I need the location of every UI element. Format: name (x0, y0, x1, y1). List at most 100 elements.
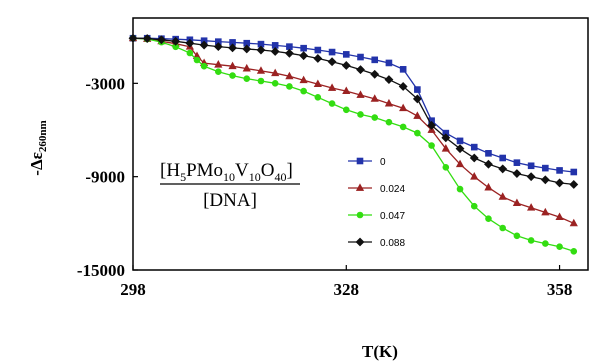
ratio-annotation: [H5PMo10V10O40] [DNA] (160, 160, 300, 211)
data-point (399, 123, 407, 131)
data-point (399, 66, 407, 73)
data-point (412, 94, 422, 104)
data-point (370, 69, 380, 79)
data-point (299, 75, 308, 84)
data-point (193, 56, 201, 64)
data-point (286, 83, 293, 90)
x-tick-label: 358 (547, 280, 573, 299)
legend-item: 0 (348, 157, 386, 168)
data-point (526, 172, 536, 182)
data-point (200, 62, 208, 70)
data-point (399, 103, 408, 112)
data-point (371, 114, 379, 121)
y-tick-label: -3000 (85, 74, 125, 93)
data-point (256, 66, 266, 74)
data-point (556, 167, 563, 174)
data-point (214, 60, 223, 68)
data-point (569, 180, 579, 189)
data-point (427, 120, 437, 130)
series-0.088 (128, 33, 579, 189)
data-point (414, 86, 421, 93)
data-point (527, 237, 535, 244)
data-point (370, 94, 379, 102)
series-line (132, 37, 575, 224)
data-point (441, 133, 451, 143)
legend-label: 0.088 (380, 238, 405, 249)
data-point (498, 164, 508, 174)
data-point (570, 248, 578, 255)
legend-label: 0.024 (380, 184, 405, 195)
axes (132, 82, 561, 271)
data-point (512, 198, 522, 207)
data-point (555, 178, 564, 188)
plot-area (132, 17, 589, 271)
data-point (257, 77, 265, 85)
data-point (455, 144, 465, 154)
data-point (285, 71, 294, 80)
data-point (243, 75, 251, 82)
data-point (513, 159, 521, 166)
legend-marker (355, 237, 365, 247)
tick-labels: 298 328 358 -3000 -9000 -15000 (77, 74, 572, 299)
data-point (327, 83, 337, 91)
data-point (242, 63, 251, 72)
data-point (357, 111, 364, 118)
legend-item: 0.088 (348, 237, 405, 249)
data-point (229, 72, 236, 79)
y-axis-label-group: -Δε260nm (27, 120, 49, 175)
data-point (300, 44, 307, 52)
data-point (455, 159, 465, 168)
data-point (171, 36, 181, 46)
data-point (270, 47, 280, 56)
data-point (499, 154, 506, 162)
data-point (499, 224, 506, 232)
series-line (132, 37, 575, 252)
data-point (328, 100, 336, 107)
y-tick-label: -9000 (85, 168, 125, 187)
data-point (228, 43, 237, 53)
data-point (242, 44, 252, 54)
legend-marker (356, 157, 364, 165)
data-point (470, 143, 478, 151)
data-point (470, 172, 479, 180)
data-point (342, 86, 351, 95)
data-point (356, 90, 365, 98)
data-point (228, 61, 237, 70)
data-point (527, 162, 535, 170)
data-point (385, 59, 393, 67)
data-point (313, 54, 323, 63)
data-point (341, 61, 351, 70)
series-0.047 (129, 34, 578, 255)
data-point (442, 164, 450, 171)
annotation-numerator: [H5PMo10V10O40] (160, 160, 293, 184)
data-point (314, 94, 322, 101)
data-point (271, 80, 279, 87)
y-axis-label: -Δε260nm (27, 120, 49, 175)
data-point (142, 34, 152, 43)
legend: 0 0.024 0.047 0.088 (348, 157, 405, 249)
legend-item: 0.024 (348, 183, 405, 195)
legend-item: 0.047 (348, 211, 405, 222)
data-point (569, 218, 578, 227)
legend-label: 0 (380, 157, 386, 168)
data-point (342, 51, 350, 58)
data-point (157, 35, 166, 45)
y-tick-label: -15000 (77, 261, 125, 280)
data-point (513, 232, 521, 240)
plot-frame (132, 17, 589, 271)
data-point (484, 159, 493, 169)
data-point (485, 150, 492, 157)
data-point (128, 33, 138, 43)
data-point (299, 51, 309, 61)
data-point (384, 75, 394, 85)
data-point (540, 175, 550, 185)
legend-marker (356, 211, 364, 219)
data-point (384, 98, 394, 107)
data-point (428, 142, 435, 149)
data-point (512, 169, 522, 178)
data-point (456, 137, 464, 145)
legend-marker (355, 183, 365, 191)
data-point (356, 65, 365, 75)
data-point (328, 48, 336, 56)
data-point (485, 215, 492, 222)
